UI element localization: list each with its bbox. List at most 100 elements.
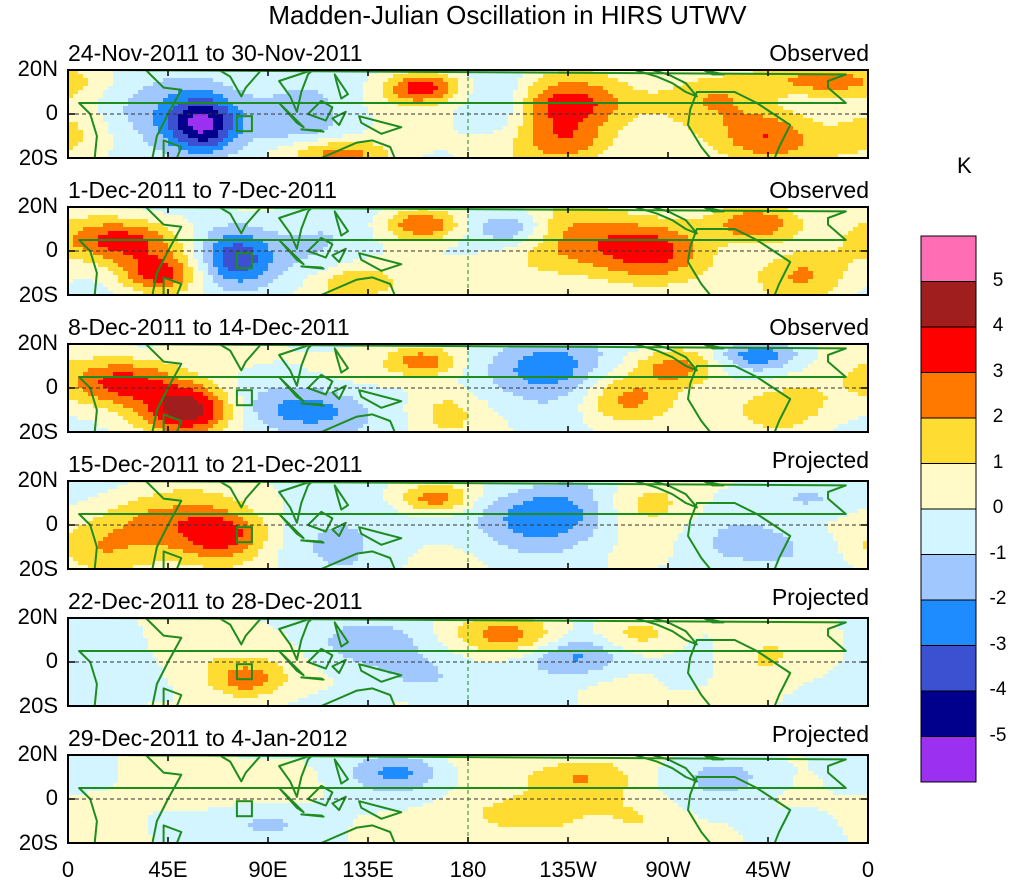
heatmap-cell: [543, 114, 549, 119]
heatmap-cell: [288, 122, 294, 127]
heatmap-cell: [278, 150, 284, 155]
heatmap-cell: [413, 138, 419, 143]
heatmap-cell: [553, 239, 559, 244]
heatmap-cell: [513, 82, 519, 87]
heatmap-cell: [793, 150, 799, 155]
heatmap-cell: [178, 114, 184, 119]
heatmap-cell: [188, 86, 194, 91]
heatmap-cell: [763, 70, 769, 75]
heatmap-cell: [233, 102, 239, 107]
heatmap-cell: [358, 86, 364, 91]
heatmap-cell: [258, 154, 264, 159]
heatmap-cell: [103, 154, 109, 159]
heatmap-cell: [508, 239, 514, 244]
heatmap-cell: [213, 110, 219, 115]
heatmap-cell: [558, 142, 564, 147]
heatmap-cell: [793, 74, 799, 79]
heatmap-cell: [363, 227, 369, 232]
heatmap-cell: [123, 150, 129, 155]
heatmap-cell: [748, 78, 754, 83]
heatmap-cell: [153, 134, 159, 139]
heatmap-cell: [543, 78, 549, 83]
heatmap-cell: [858, 90, 864, 95]
heatmap-cell: [133, 90, 139, 95]
heatmap-cell: [203, 150, 209, 155]
heatmap-cell: [463, 146, 469, 151]
heatmap-cell: [548, 215, 554, 220]
heatmap-cell: [283, 223, 289, 228]
heatmap-cell: [413, 130, 419, 135]
heatmap-cell: [148, 150, 154, 155]
heatmap-cell: [458, 130, 464, 135]
heatmap-cell: [438, 227, 444, 232]
heatmap-cell: [533, 98, 539, 103]
heatmap-cell: [653, 118, 659, 123]
heatmap-cell: [573, 223, 579, 228]
heatmap-cell: [268, 102, 274, 107]
heatmap-cell: [593, 239, 599, 244]
heatmap-cell: [303, 231, 309, 236]
heatmap-cell: [213, 126, 219, 131]
heatmap-cell: [833, 231, 839, 236]
heatmap-cell: [463, 142, 469, 147]
heatmap-cell: [98, 154, 104, 159]
heatmap-cell: [133, 106, 139, 111]
heatmap-cell: [733, 150, 739, 155]
heatmap-cell: [73, 102, 79, 107]
heatmap-cell: [153, 90, 159, 95]
heatmap-cell: [513, 223, 519, 228]
heatmap-cell: [398, 106, 404, 111]
heatmap-cell: [93, 211, 99, 216]
heatmap-cell: [278, 227, 284, 232]
heatmap-cell: [518, 227, 524, 232]
heatmap-cell: [518, 231, 524, 236]
heatmap-cell: [308, 78, 314, 83]
heatmap-cell: [473, 211, 479, 216]
heatmap-cell: [543, 154, 549, 159]
heatmap-cell: [328, 114, 334, 119]
heatmap-cell: [183, 227, 189, 232]
heatmap-cell: [258, 78, 264, 83]
heatmap-cell: [363, 142, 369, 147]
heatmap-cell: [248, 134, 254, 139]
heatmap-cell: [463, 138, 469, 143]
heatmap-cell: [223, 74, 229, 79]
heatmap-cell: [398, 223, 404, 228]
heatmap-cell: [408, 215, 414, 220]
heatmap-cell: [408, 122, 414, 127]
heatmap-cell: [718, 78, 724, 83]
heatmap-cell: [208, 86, 214, 91]
heatmap-cell: [153, 150, 159, 155]
heatmap-cell: [718, 106, 724, 111]
heatmap-cell: [398, 114, 404, 119]
heatmap-cell: [113, 223, 119, 228]
heatmap-cell: [523, 223, 529, 228]
heatmap-cell: [158, 223, 164, 228]
heatmap-cell: [73, 207, 79, 212]
heatmap-cell: [133, 142, 139, 147]
heatmap-cell: [508, 154, 514, 159]
heatmap-cell: [508, 114, 514, 119]
heatmap-cell: [698, 110, 704, 115]
heatmap-cell: [708, 231, 714, 236]
heatmap-cell: [688, 235, 694, 240]
heatmap-cell: [488, 211, 494, 216]
heatmap-cell: [463, 154, 469, 159]
heatmap-cell: [523, 110, 529, 115]
heatmap-cell: [148, 82, 154, 87]
heatmap-cell: [278, 231, 284, 236]
heatmap-cell: [728, 118, 734, 123]
heatmap-cell: [668, 122, 674, 127]
heatmap-cell: [83, 122, 89, 127]
heatmap-cell: [273, 211, 279, 216]
heatmap-cell: [253, 215, 259, 220]
heatmap-cell: [763, 138, 769, 143]
heatmap-cell: [128, 94, 134, 99]
heatmap-cell: [313, 86, 319, 91]
heatmap-cell: [168, 78, 174, 83]
heatmap-cell: [328, 235, 334, 240]
heatmap-cell: [653, 98, 659, 103]
heatmap-cell: [768, 122, 774, 127]
heatmap-cell: [553, 122, 559, 127]
heatmap-cell: [613, 74, 619, 79]
